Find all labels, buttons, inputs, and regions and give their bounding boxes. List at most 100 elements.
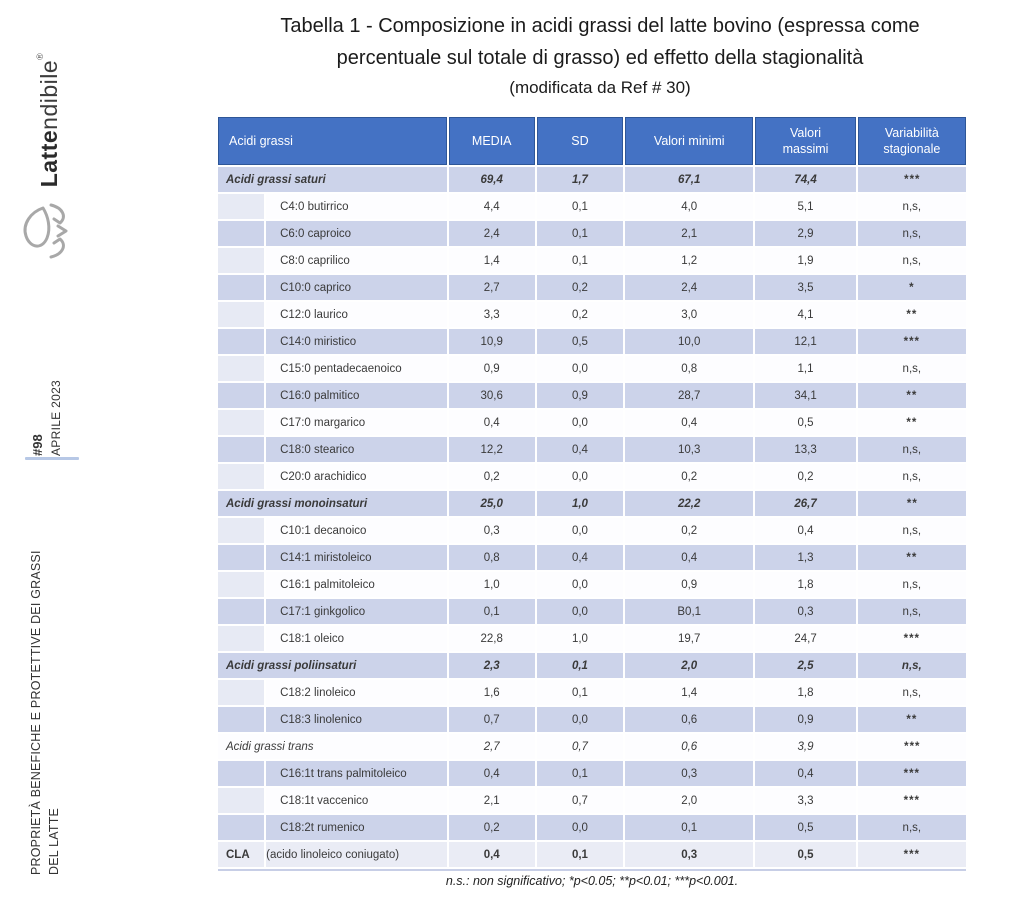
value-min: 2,0 <box>625 788 754 813</box>
value-media: 0,1 <box>448 599 535 624</box>
table-row: C10:0 caprico 2,7 0,2 2,4 3,5 * <box>218 275 966 300</box>
value-min: 1,4 <box>625 680 754 705</box>
value-min: 2,1 <box>625 221 754 246</box>
value-media: 30,6 <box>448 383 535 408</box>
row-indent-cell <box>218 221 265 246</box>
value-variability: ** <box>857 383 966 408</box>
value-max: 34,1 <box>755 383 856 408</box>
value-media: 12,2 <box>448 437 535 462</box>
value-min: 19,7 <box>625 626 754 651</box>
value-min: 0,3 <box>625 761 754 786</box>
value-max: 3,5 <box>755 275 856 300</box>
value-media: 69,4 <box>448 167 535 192</box>
table-row: Acidi grassi poliinsaturi 2,3 0,1 2,0 2,5 n,s… <box>218 653 966 678</box>
value-max: 24,7 <box>755 626 856 651</box>
value-media: 0,2 <box>448 815 535 840</box>
row-indent-cell <box>218 329 265 354</box>
table-title-line1: Tabella 1 - Composizione in acidi grassi… <box>280 15 920 37</box>
value-max: 74,4 <box>755 167 856 192</box>
brand-logo-bold: Latte <box>36 129 62 188</box>
column-header-sd: SD <box>536 117 624 165</box>
value-max: 1,1 <box>755 356 856 381</box>
column-header-acidi-grassi: Acidi grassi <box>218 117 447 165</box>
table-row: C14:1 miristoleico 0,8 0,4 0,4 1,3 ** <box>218 545 966 570</box>
fatty-acid-label: C14:0 miristico <box>266 329 447 354</box>
value-min: 22,2 <box>625 491 754 516</box>
value-media: 0,2 <box>448 464 535 489</box>
value-min: 10,3 <box>625 437 754 462</box>
fatty-acid-label: C16:1t trans palmitoleico <box>266 761 447 786</box>
value-min: B0,1 <box>625 599 754 624</box>
value-media: 1,6 <box>448 680 535 705</box>
value-variability: *** <box>857 761 966 786</box>
column-header-variabilita-stagionale: Variabilità stagionale <box>857 117 966 165</box>
row-indent-cell <box>218 545 265 570</box>
value-media: 0,8 <box>448 545 535 570</box>
section-label: Acidi grassi poliinsaturi <box>218 653 447 678</box>
value-variability: n,s, <box>857 518 966 543</box>
value-max: 2,9 <box>755 221 856 246</box>
fatty-acid-label: C17:1 ginkgolico <box>266 599 447 624</box>
value-min: 0,4 <box>625 410 754 435</box>
table-row: Acidi grassi monoinsaturi 25,0 1,0 22,2 26,7… <box>218 491 966 516</box>
value-media: 0,9 <box>448 356 535 381</box>
value-max: 2,5 <box>755 653 856 678</box>
value-variability: *** <box>857 788 966 813</box>
column-header-media: MEDIA <box>448 117 535 165</box>
value-variability: n,s, <box>857 356 966 381</box>
table-row: C18:2 linoleico 1,6 0,1 1,4 1,8 n,s, <box>218 680 966 705</box>
value-min: 0,4 <box>625 545 754 570</box>
value-sd: 0,1 <box>536 842 624 867</box>
row-indent-cell <box>218 464 265 489</box>
value-sd: 1,7 <box>536 167 624 192</box>
value-min: 1,2 <box>625 248 754 273</box>
brand-logo: Lattendibile® <box>23 35 62 205</box>
value-media: 2,4 <box>448 221 535 246</box>
sidebar-section-title-line2: DEL LATTE <box>47 807 61 875</box>
value-media: 4,4 <box>448 194 535 219</box>
value-sd: 0,2 <box>536 302 624 327</box>
value-max: 0,3 <box>755 599 856 624</box>
sidebar-section-title: PROPRIETÀ BENEFICHE E PROTETTIVE DEI GRA… <box>27 485 65 875</box>
value-sd: 0,4 <box>536 437 624 462</box>
row-indent-cell <box>218 437 265 462</box>
value-max: 0,5 <box>755 410 856 435</box>
value-media: 0,4 <box>448 761 535 786</box>
row-indent-cell <box>218 788 265 813</box>
value-min: 0,1 <box>625 815 754 840</box>
milk-drop-logo-icon <box>23 203 68 259</box>
row-indent-cell <box>218 761 265 786</box>
value-max: 0,4 <box>755 761 856 786</box>
issue-number: #98 <box>30 434 45 456</box>
value-media: 0,4 <box>448 410 535 435</box>
fatty-acid-label: C18:1t vaccenico <box>266 788 447 813</box>
row-indent-cell <box>218 599 265 624</box>
value-min: 0,2 <box>625 464 754 489</box>
value-sd: 1,0 <box>536 491 624 516</box>
value-max: 1,3 <box>755 545 856 570</box>
issue-date: APRILE 2023 <box>49 379 63 456</box>
value-variability: *** <box>857 329 966 354</box>
value-sd: 0,7 <box>536 734 624 759</box>
row-indent-cell <box>218 626 265 651</box>
value-variability: n,s, <box>857 572 966 597</box>
row-indent-cell <box>218 248 265 273</box>
table-row: C6:0 caproico 2,4 0,1 2,1 2,9 n,s, <box>218 221 966 246</box>
value-variability: n,s, <box>857 437 966 462</box>
value-sd: 0,1 <box>536 221 624 246</box>
value-media: 10,9 <box>448 329 535 354</box>
value-min: 4,0 <box>625 194 754 219</box>
section-label: Acidi grassi monoinsaturi <box>218 491 447 516</box>
value-max: 0,5 <box>755 815 856 840</box>
value-media: 0,4 <box>448 842 535 867</box>
value-variability: n,s, <box>857 221 966 246</box>
table-row: C18:2t rumenico 0,2 0,0 0,1 0,5 n,s, <box>218 815 966 840</box>
value-max: 1,8 <box>755 572 856 597</box>
row-prefix-cell: CLA <box>218 842 265 867</box>
value-sd: 0,0 <box>536 815 624 840</box>
value-max: 26,7 <box>755 491 856 516</box>
value-media: 2,7 <box>448 275 535 300</box>
fatty-acid-label: C14:1 miristoleico <box>266 545 447 570</box>
value-sd: 0,1 <box>536 194 624 219</box>
fatty-acid-label: C4:0 butirrico <box>266 194 447 219</box>
